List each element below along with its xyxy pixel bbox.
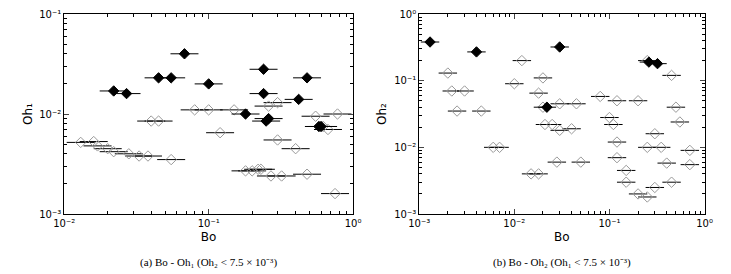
- svg-text:10⁰: 10⁰: [399, 9, 416, 20]
- svg-text:(b) Bo - Oh₂ (Oh₁ < 7.5 × 10⁻³: (b) Bo - Oh₂ (Oh₁ < 7.5 × 10⁻³): [493, 256, 631, 269]
- svg-text:10⁰: 10⁰: [345, 218, 362, 229]
- svg-text:10⁻²: 10⁻²: [39, 109, 61, 120]
- svg-text:10⁻¹: 10⁻¹: [598, 218, 620, 229]
- svg-text:(a) Bo - Oh₁ (Oh₂ < 7.5 × 10⁻³: (a) Bo - Oh₁ (Oh₂ < 7.5 × 10⁻³): [140, 256, 277, 269]
- svg-text:Bo: Bo: [201, 230, 217, 244]
- svg-text:10⁻¹: 10⁻¹: [39, 9, 61, 20]
- svg-text:Oh₂: Oh₂: [375, 103, 389, 125]
- svg-text:10⁻²: 10⁻²: [503, 218, 525, 229]
- svg-text:Bo: Bo: [554, 230, 570, 244]
- svg-text:10⁰: 10⁰: [696, 218, 713, 229]
- svg-text:10⁻³: 10⁻³: [408, 218, 430, 229]
- svg-text:10⁻¹: 10⁻¹: [198, 218, 220, 229]
- svg-text:Oh₁: Oh₁: [21, 103, 35, 125]
- svg-text:10⁻²: 10⁻²: [394, 142, 416, 153]
- svg-text:10⁻³: 10⁻³: [394, 209, 416, 220]
- svg-text:10⁻²: 10⁻²: [53, 218, 75, 229]
- svg-text:10⁻¹: 10⁻¹: [394, 75, 416, 86]
- svg-text:10⁻³: 10⁻³: [39, 209, 61, 220]
